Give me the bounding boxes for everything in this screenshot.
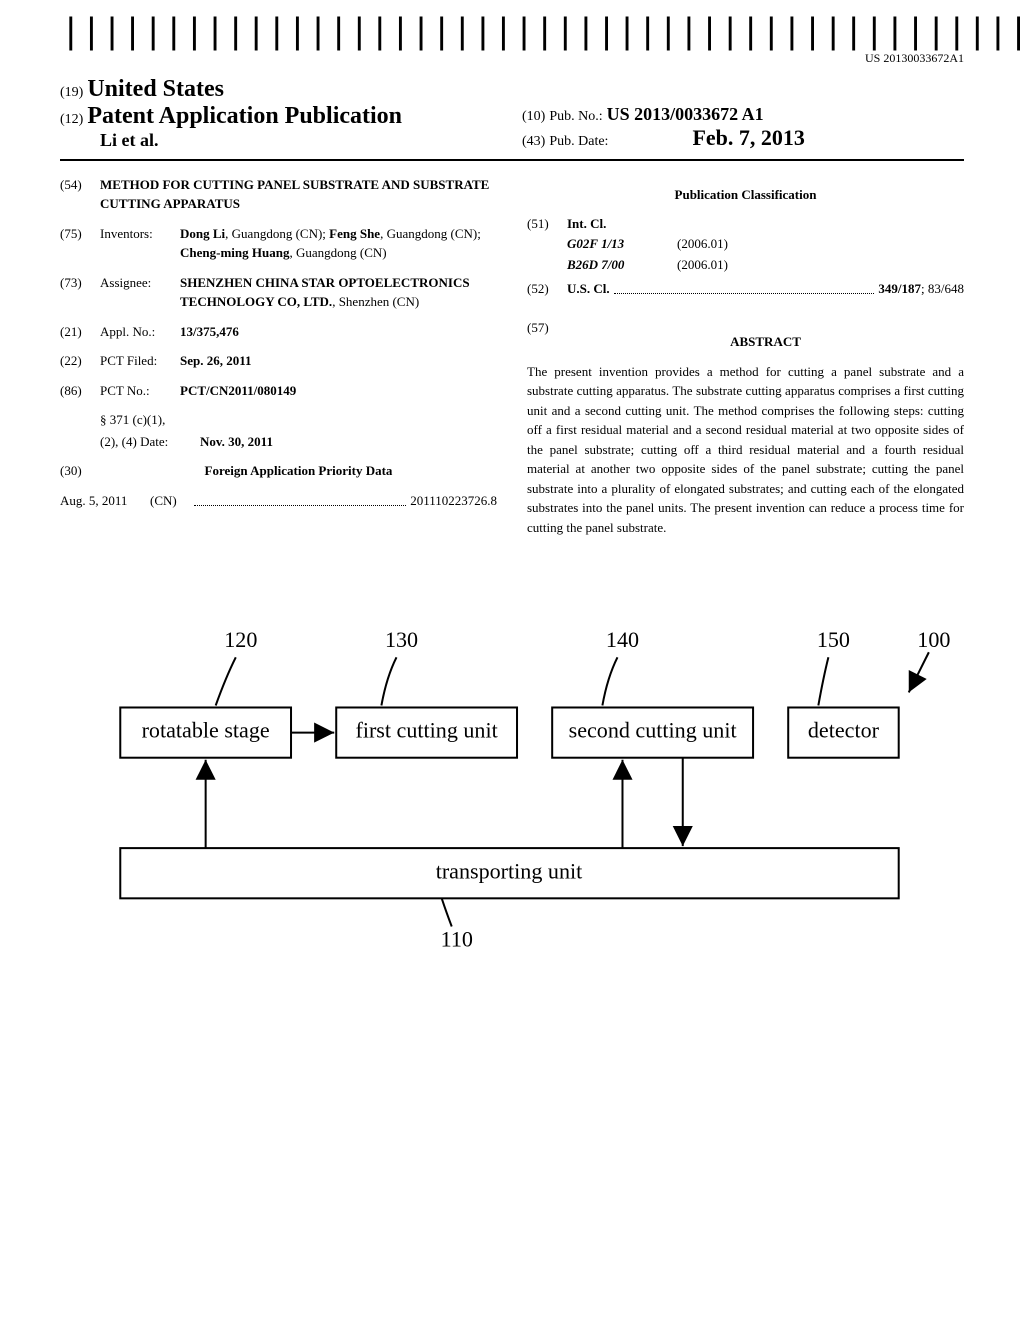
field-22-num: (22) xyxy=(60,351,100,371)
header: (19) United States (12) Patent Applicati… xyxy=(60,76,964,151)
field-51: (51) Int. Cl. G02F 1/13 (2006.01) B26D 7… xyxy=(527,214,964,277)
diagram-svg: 120 130 140 150 100 rotatable stage firs… xyxy=(60,597,964,969)
priority-appno: 201110223726.8 xyxy=(410,491,497,511)
field-86-sub2: (2), (4) Date: Nov. 30, 2011 xyxy=(60,432,497,452)
s371-line1: § 371 (c)(1), xyxy=(100,410,497,430)
uscl-label: U.S. Cl. xyxy=(567,281,610,296)
box-transport-text: transporting unit xyxy=(436,859,583,884)
field-21: (21) Appl. No.: 13/375,476 xyxy=(60,322,497,342)
box-detector-text: detector xyxy=(808,718,880,743)
field-73: (73) Assignee: SHENZHEN CHINA STAR OPTOE… xyxy=(60,273,497,312)
abstract-heading: ABSTRACT xyxy=(567,332,964,352)
field-86-num: (86) xyxy=(60,381,100,401)
right-column: Publication Classification (51) Int. Cl.… xyxy=(527,175,964,538)
pct-no: PCT/CN2011/080149 xyxy=(180,383,296,398)
uscl-value: 349/187 xyxy=(878,281,921,296)
intcl-row-1: B26D 7/00 (2006.01) xyxy=(567,255,964,275)
pub-no: US 2013/0033672 A1 xyxy=(607,104,764,124)
foreign-priority-row: Aug. 5, 2011 (CN) 201110223726.8 xyxy=(60,491,497,511)
box-rotatable-stage-text: rotatable stage xyxy=(142,718,270,743)
foreign-priority-heading: Foreign Application Priority Data xyxy=(205,463,393,478)
field-54: (54) METHOD FOR CUTTING PANEL SUBSTRATE … xyxy=(60,175,497,214)
field-75-label: Inventors: xyxy=(100,224,180,263)
header-right: (10) Pub. No.: US 2013/0033672 A1 (43) P… xyxy=(502,104,964,151)
pub-date: Feb. 7, 2013 xyxy=(692,125,804,150)
intcl-label: Int. Cl. xyxy=(567,216,606,231)
field-86-label: PCT No.: xyxy=(100,381,180,401)
publication-type: Patent Application Publication xyxy=(87,103,402,129)
field-73-label: Assignee: xyxy=(100,273,180,312)
leader-150 xyxy=(818,658,828,706)
code-19: (19) xyxy=(60,85,83,100)
intcl-code-1: B26D 7/00 xyxy=(567,255,677,275)
field-86-sub: § 371 (c)(1), xyxy=(60,410,497,430)
priority-country: (CN) xyxy=(150,491,190,511)
dotted-leader-uscl xyxy=(614,293,875,294)
field-73-num: (73) xyxy=(60,273,100,312)
field-75: (75) Inventors: Dong Li, Guangdong (CN);… xyxy=(60,224,497,263)
field-21-num: (21) xyxy=(60,322,100,342)
left-column: (54) METHOD FOR CUTTING PANEL SUBSTRATE … xyxy=(60,175,497,538)
barcode-graphic: ||||||||||||||||||||||||||||||||||||||||… xyxy=(60,20,1024,49)
field-22: (22) PCT Filed: Sep. 26, 2011 xyxy=(60,351,497,371)
code-10: (10) xyxy=(522,109,545,124)
pub-no-label: Pub. No.: xyxy=(549,109,602,124)
field-54-num: (54) xyxy=(60,175,100,214)
abstract-text: The present invention provides a method … xyxy=(527,362,964,538)
country-name: United States xyxy=(87,76,224,102)
field-22-label: PCT Filed: xyxy=(100,351,180,371)
barcode-region: ||||||||||||||||||||||||||||||||||||||||… xyxy=(60,20,964,66)
inventors: Dong Li, Guangdong (CN); Feng She, Guang… xyxy=(180,224,497,263)
label-130: 130 xyxy=(385,628,418,653)
priority-date: Aug. 5, 2011 xyxy=(60,491,150,511)
code-43: (43) xyxy=(522,134,545,149)
box-second-text: second cutting unit xyxy=(569,718,737,743)
field-30: (30) Foreign Application Priority Data xyxy=(60,461,497,481)
pub-classification-heading: Publication Classification xyxy=(527,185,964,205)
block-diagram: 120 130 140 150 100 rotatable stage firs… xyxy=(60,597,964,974)
field-75-num: (75) xyxy=(60,224,100,263)
label-110: 110 xyxy=(441,927,473,952)
field-57-num: (57) xyxy=(527,318,567,362)
pub-date-label: Pub. Date: xyxy=(549,134,608,149)
header-divider xyxy=(60,159,964,161)
leader-130 xyxy=(381,658,396,706)
s371-line2-label: (2), (4) Date: xyxy=(100,432,200,452)
label-100: 100 xyxy=(917,628,950,653)
label-120: 120 xyxy=(224,628,257,653)
assignee: SHENZHEN CHINA STAR OPTOELECTRONICS TECH… xyxy=(180,273,497,312)
field-52-num: (52) xyxy=(527,279,567,299)
intcl-row-0: G02F 1/13 (2006.01) xyxy=(567,234,964,254)
intcl-year-1: (2006.01) xyxy=(677,255,964,275)
field-57: (57) ABSTRACT xyxy=(527,318,964,362)
field-52: (52) U.S. Cl. 349/187; 83/648 xyxy=(527,279,964,299)
field-86: (86) PCT No.: PCT/CN2011/080149 xyxy=(60,381,497,401)
appl-no: 13/375,476 xyxy=(180,324,239,339)
code-12: (12) xyxy=(60,112,83,127)
leader-100 xyxy=(909,653,929,693)
body-columns: (54) METHOD FOR CUTTING PANEL SUBSTRATE … xyxy=(60,175,964,538)
leader-120 xyxy=(216,658,236,706)
s371-date: Nov. 30, 2011 xyxy=(200,434,273,449)
intcl-year-0: (2006.01) xyxy=(677,234,964,254)
field-51-num: (51) xyxy=(527,214,567,277)
leader-110 xyxy=(442,899,452,927)
invention-title: METHOD FOR CUTTING PANEL SUBSTRATE AND S… xyxy=(100,175,497,214)
box-first-text: first cutting unit xyxy=(355,718,497,743)
header-left: (19) United States (12) Patent Applicati… xyxy=(60,76,502,151)
field-30-num: (30) xyxy=(60,461,100,481)
pct-filed: Sep. 26, 2011 xyxy=(180,353,252,368)
field-21-label: Appl. No.: xyxy=(100,322,180,342)
leader-140 xyxy=(602,658,617,706)
intcl-code-0: G02F 1/13 xyxy=(567,234,677,254)
dotted-leader xyxy=(194,505,406,506)
label-150: 150 xyxy=(817,628,850,653)
authors-short: Li et al. xyxy=(60,130,502,151)
label-140: 140 xyxy=(606,628,639,653)
